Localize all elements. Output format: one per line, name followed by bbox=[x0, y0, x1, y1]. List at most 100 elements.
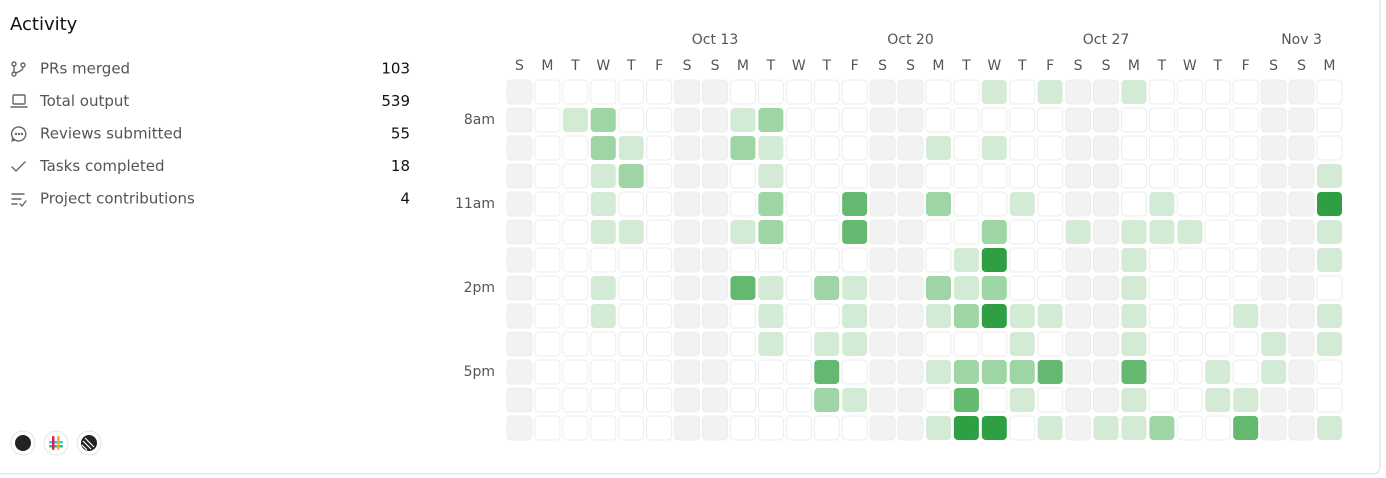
heatmap-cell bbox=[1232, 275, 1259, 301]
day-label: S bbox=[1074, 58, 1083, 74]
heatmap-cell bbox=[1177, 220, 1203, 244]
heatmap-cell bbox=[814, 332, 840, 356]
heatmap-cell bbox=[1121, 388, 1147, 412]
heatmap-cell bbox=[897, 79, 924, 105]
heatmap-cell bbox=[506, 359, 533, 385]
heatmap-cell bbox=[1149, 192, 1175, 216]
heatmap-cell bbox=[841, 79, 868, 105]
hour-label: 11am bbox=[455, 196, 495, 212]
heatmap-cell bbox=[1037, 135, 1064, 161]
heatmap-cell bbox=[785, 79, 812, 105]
heatmap-cell bbox=[897, 163, 924, 189]
heatmap-cell bbox=[1260, 303, 1287, 329]
heatmap-cell bbox=[813, 107, 840, 133]
heatmap-cell bbox=[1288, 79, 1315, 105]
heatmap-cell bbox=[1065, 247, 1092, 273]
heatmap-cell bbox=[897, 107, 924, 133]
heatmap-cell bbox=[590, 276, 616, 300]
heatmap-cell bbox=[1204, 275, 1231, 301]
heatmap-cell bbox=[897, 275, 924, 301]
heatmap-cell bbox=[869, 79, 896, 105]
heatmap-cell bbox=[1261, 332, 1287, 356]
heatmap-cell bbox=[925, 387, 952, 413]
heatmap-cell bbox=[1148, 303, 1175, 329]
heatmap-cell bbox=[1037, 191, 1064, 217]
heatmap-cell bbox=[674, 247, 701, 273]
heatmap-cell bbox=[981, 276, 1007, 300]
heatmap-cell bbox=[729, 79, 756, 105]
heatmap-cell bbox=[590, 79, 617, 105]
hour-label: 2pm bbox=[464, 280, 495, 296]
heatmap-cell bbox=[758, 192, 784, 216]
heatmap-cell bbox=[618, 303, 645, 329]
heatmap-cell bbox=[842, 192, 868, 216]
stat-icons bbox=[10, 61, 28, 207]
heatmap-cell bbox=[785, 191, 812, 217]
heatmap-cell bbox=[1316, 135, 1343, 161]
day-label: T bbox=[570, 58, 580, 74]
heatmap-cell bbox=[785, 331, 812, 357]
heatmap-cell bbox=[702, 219, 729, 245]
heatmap-cell bbox=[534, 415, 561, 441]
heatmap-cell bbox=[925, 247, 952, 273]
heatmap-cell bbox=[1065, 331, 1092, 357]
heatmap-cell bbox=[1009, 360, 1035, 384]
heatmap-cell bbox=[1176, 275, 1203, 301]
heatmap-cell bbox=[1316, 304, 1342, 328]
stat-label: Total output bbox=[39, 92, 129, 110]
heatmap-cell bbox=[1148, 331, 1175, 357]
heatmap-cell bbox=[1316, 275, 1343, 301]
day-label: M bbox=[1128, 58, 1140, 74]
heatmap-cell bbox=[506, 247, 533, 273]
heatmap-cell bbox=[925, 360, 951, 384]
heatmap-cell bbox=[1009, 79, 1036, 105]
heatmap-cell bbox=[1232, 135, 1259, 161]
heatmap-cell bbox=[646, 331, 673, 357]
heatmap-cell bbox=[590, 192, 616, 216]
heatmap-cell bbox=[981, 331, 1008, 357]
heatmap-cell bbox=[702, 359, 729, 385]
heatmap-cell bbox=[1288, 163, 1315, 189]
heatmap-cell bbox=[758, 276, 784, 300]
heatmap-cell bbox=[814, 360, 840, 384]
heatmap-cell bbox=[1149, 220, 1175, 244]
heatmap-cell bbox=[869, 415, 896, 441]
heatmap-cell bbox=[785, 359, 812, 385]
heatmap-cell bbox=[702, 247, 729, 273]
slack-icon-mark bbox=[49, 436, 63, 450]
stat-value: 4 bbox=[400, 190, 410, 208]
heatmap-cell bbox=[1176, 107, 1203, 133]
stat-value: 539 bbox=[381, 92, 410, 110]
heatmap-cell bbox=[842, 332, 868, 356]
day-label: F bbox=[1046, 58, 1054, 74]
heatmap-cell bbox=[897, 247, 924, 273]
heatmap-cell bbox=[1037, 247, 1064, 273]
heatmap-cell bbox=[1260, 191, 1287, 217]
heatmap-cell bbox=[618, 275, 645, 301]
heatmap-cell bbox=[702, 107, 729, 133]
heatmap-cell bbox=[562, 108, 588, 132]
heatmap-cell bbox=[842, 388, 868, 412]
day-label: W bbox=[987, 58, 1001, 74]
heatmap-cell bbox=[953, 219, 980, 245]
heatmap-cell bbox=[1232, 247, 1259, 273]
heatmap-cell bbox=[1148, 359, 1175, 385]
heatmap-cell bbox=[534, 359, 561, 385]
heatmap-cell bbox=[1204, 331, 1231, 357]
heatmap-cell bbox=[1288, 247, 1315, 273]
heatmap-cell bbox=[1121, 220, 1147, 244]
heatmap-cell bbox=[953, 360, 979, 384]
heatmap-cell bbox=[1009, 107, 1036, 133]
heatmap-cell bbox=[1176, 331, 1203, 357]
heatmap-cell bbox=[1121, 416, 1147, 440]
heatmap-cell bbox=[1260, 79, 1287, 105]
heatmap-cell bbox=[534, 387, 561, 413]
stat-label: Reviews submitted bbox=[40, 125, 182, 143]
heatmap-cell bbox=[730, 220, 756, 244]
heatmap-cell bbox=[590, 387, 617, 413]
date-label: Nov 3 bbox=[1281, 32, 1322, 48]
heatmap-cell bbox=[841, 107, 868, 133]
heatmap-cell bbox=[1093, 163, 1120, 189]
heatmap-cell bbox=[534, 191, 561, 217]
heatmap-cell bbox=[1204, 303, 1231, 329]
